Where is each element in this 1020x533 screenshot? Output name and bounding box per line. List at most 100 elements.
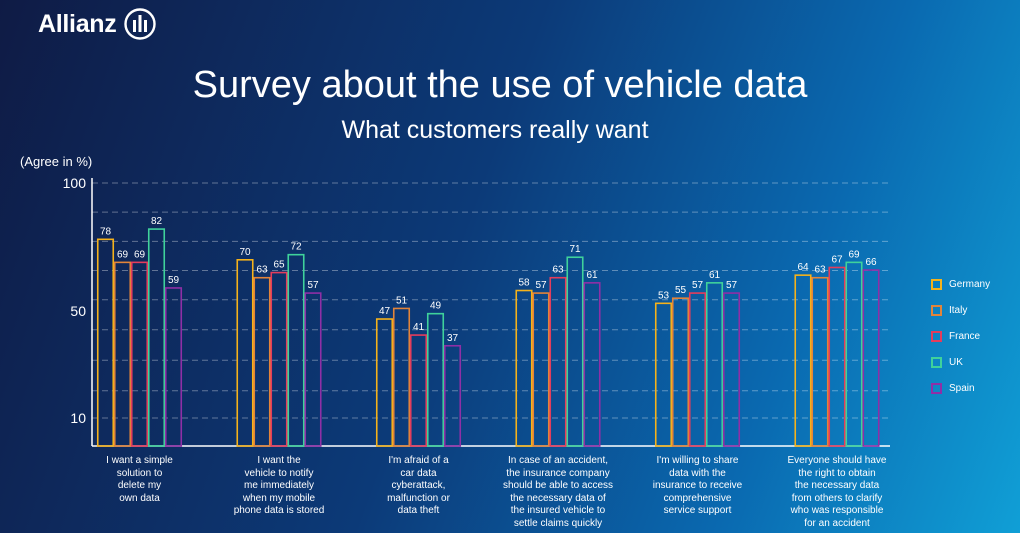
data-label: 71: [569, 244, 581, 255]
legend-swatch: [931, 382, 942, 394]
data-label: 64: [797, 262, 809, 273]
category-label-line: Everyone should have: [787, 455, 887, 466]
data-label: 41: [413, 322, 425, 333]
category-label-line: I want the: [257, 455, 301, 466]
category-label-line: service support: [663, 505, 732, 516]
legend-item-spain: Spain: [931, 375, 990, 401]
data-label: 57: [535, 280, 547, 291]
category-label-line: vehicle to notify: [244, 467, 314, 479]
category-label-line: the insurance company: [506, 467, 610, 479]
category-label-line: for an accident: [804, 517, 870, 529]
y-tick-label: 100: [63, 175, 87, 191]
data-label: 63: [256, 265, 268, 276]
data-label: 55: [675, 285, 687, 296]
bar-germany-1: [96, 238, 115, 447]
category-label-line: from others to clarify: [791, 492, 883, 504]
bar-spain-3: [443, 344, 462, 447]
data-label: 37: [447, 333, 459, 344]
category-label-line: phone data is stored: [233, 505, 325, 516]
data-label: 63: [814, 265, 826, 276]
data-label: 61: [586, 270, 598, 281]
category-label-line: insurance to receive: [652, 480, 743, 491]
bar-germany-5: [654, 302, 673, 447]
bar-uk-4: [566, 256, 584, 447]
category-label-line: I'm afraid of a: [388, 455, 449, 466]
bar-italy-4: [532, 292, 550, 447]
bar-uk-1: [147, 228, 166, 447]
category-label: I want the vehicle to notify me immediatel…: [194, 455, 364, 518]
legend-label: Italy: [949, 304, 968, 316]
legend-label: Germany: [949, 278, 991, 290]
category-label-line: who was responsible: [790, 505, 884, 516]
bar-spain-4: [583, 282, 601, 447]
category-label: I'm afraid of a car data cyberattack, malfu…: [334, 455, 504, 518]
data-label: 49: [430, 301, 442, 312]
category-label: I want a simple solution to delete my own d…: [55, 455, 225, 505]
bar-france-3: [409, 334, 428, 447]
data-label: 59: [168, 275, 180, 286]
brand-name: Allianz: [38, 9, 117, 38]
y-tick-label: 10: [70, 410, 86, 426]
category-label-line: the insured vehicle to: [510, 505, 606, 516]
data-label: 53: [658, 290, 670, 301]
legend-item-germany: Germany: [931, 271, 990, 297]
data-label: 61: [709, 270, 721, 281]
bar-uk-5: [705, 282, 724, 447]
data-label: 57: [726, 280, 738, 291]
y-axis-label: (Agree in %): [20, 154, 93, 169]
category-label-line: delete my: [117, 480, 162, 491]
data-label: 67: [831, 254, 843, 265]
bar-italy-1: [113, 261, 132, 447]
category-label-line: the necessary data of: [510, 492, 606, 504]
bar-germany-6: [794, 274, 812, 447]
category-label: In case of an accident, the insurance com…: [473, 455, 643, 530]
data-label: 78: [100, 226, 112, 237]
bar-spain-1: [164, 287, 183, 447]
legend-swatch: [931, 356, 942, 368]
category-label-line: data theft: [397, 505, 440, 516]
data-label: 63: [552, 265, 564, 276]
legend-item-france: France: [931, 323, 990, 349]
legend-swatch: [931, 330, 942, 342]
bar-france-5: [688, 292, 707, 447]
category-label-line: car data: [400, 467, 437, 479]
bar-france-4: [549, 276, 567, 447]
bar-germany-2: [236, 258, 254, 447]
allianz-eagle-icon: [124, 8, 157, 40]
chart-legend: Germany Italy France UK Spain: [931, 271, 990, 401]
category-label-line: I want a simple: [106, 455, 173, 466]
category-label-line: comprehensive: [663, 492, 732, 504]
page-subtitle: What customers really want: [341, 116, 649, 144]
data-label: 47: [379, 306, 391, 317]
bar-uk-6: [845, 261, 863, 447]
legend-label: UK: [949, 356, 963, 368]
allianz-logo: Allianz: [38, 8, 157, 40]
data-label: 69: [117, 249, 129, 260]
category-label-line: malfunction or: [387, 492, 450, 504]
bar-italy-6: [811, 276, 829, 447]
category-label-line: the necessary data: [794, 480, 880, 491]
bar-france-6: [828, 266, 846, 447]
category-label: I'm willing to share data with the insuran…: [613, 455, 783, 518]
category-label-line: In case of an accident,: [507, 455, 609, 466]
bar-spain-2: [304, 292, 322, 447]
data-label: 57: [307, 280, 319, 291]
data-label: 57: [692, 280, 704, 291]
legend-label: Spain: [949, 382, 975, 394]
data-label: 69: [134, 249, 146, 260]
bar-germany-3: [375, 318, 394, 447]
page-title: Survey about the use of vehicle data: [192, 64, 808, 106]
bar-italy-2: [253, 276, 271, 447]
category-label-line: own data: [119, 492, 160, 504]
category-label-line: should be able to access: [502, 480, 614, 491]
category-label-line: when my mobile: [242, 492, 316, 504]
legend-swatch: [931, 278, 942, 290]
bar-germany-4: [515, 289, 533, 447]
category-label-line: I'm willing to share: [656, 455, 739, 466]
category-label: Everyone should have the right to obtain t…: [752, 455, 922, 530]
category-label-line: the right to obtain: [798, 467, 876, 479]
bar-italy-5: [671, 297, 690, 447]
category-label-line: me immediately: [243, 480, 315, 491]
bar-italy-3: [392, 307, 411, 447]
